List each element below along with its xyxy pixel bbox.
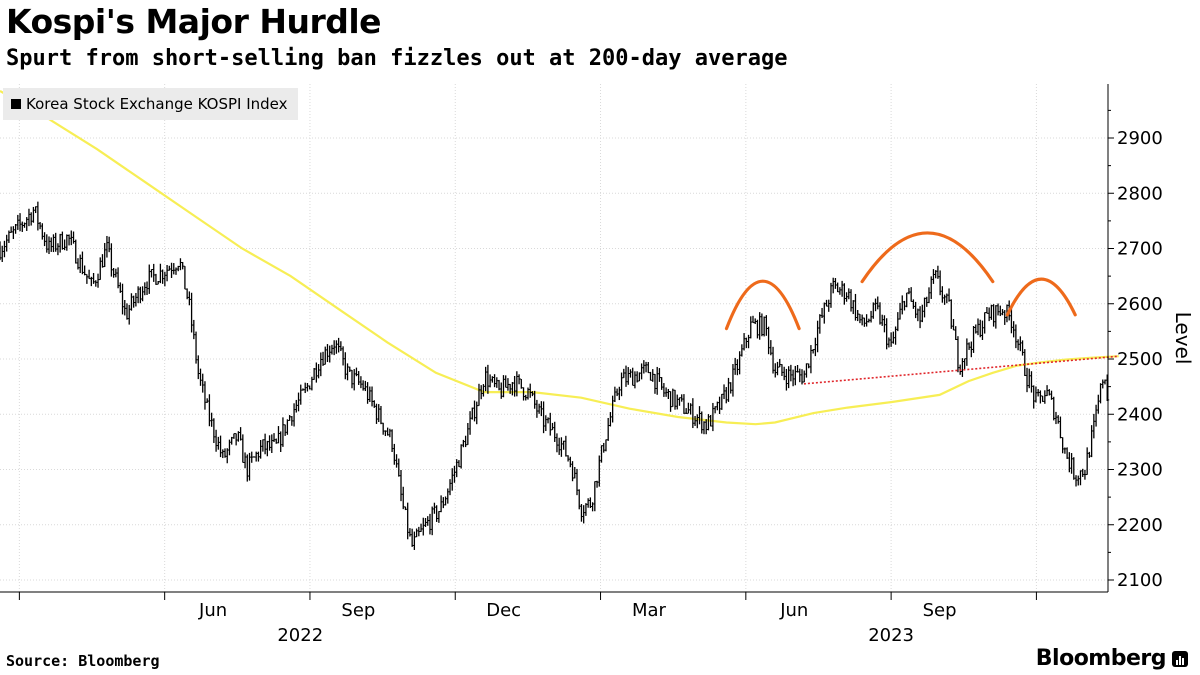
x-tick-label: Mar bbox=[632, 600, 667, 621]
x-year-label: 2023 bbox=[868, 625, 914, 646]
y-axis-title: Level bbox=[1171, 312, 1195, 365]
y-tick-label: 2900 bbox=[1117, 128, 1163, 149]
pattern-arc bbox=[860, 231, 995, 284]
y-tick-label: 2700 bbox=[1117, 239, 1163, 260]
x-tick-label: Jun bbox=[198, 600, 227, 621]
y-tick-label: 2800 bbox=[1117, 183, 1163, 204]
y-tick-label: 2300 bbox=[1117, 460, 1163, 481]
pattern-arc bbox=[724, 279, 801, 331]
chart-subtitle: Spurt from short-selling ban fizzles out… bbox=[6, 46, 788, 71]
pattern-arc bbox=[1005, 277, 1077, 317]
x-tick-label: Jun bbox=[779, 600, 808, 621]
gridlines bbox=[0, 84, 1108, 592]
y-tick-label: 2100 bbox=[1117, 570, 1163, 591]
source-note: Source: Bloomberg bbox=[6, 652, 160, 670]
y-tick-label: 2500 bbox=[1117, 349, 1163, 370]
x-tick-label: Sep bbox=[341, 600, 375, 621]
x-year-label: 2022 bbox=[277, 625, 323, 646]
legend: Korea Stock Exchange KOSPI Index bbox=[3, 88, 298, 120]
ma200-layer bbox=[0, 90, 1119, 426]
brand-wordmark: Bloomberg bbox=[1035, 646, 1167, 671]
axes: 2100 2200 2300 2400 2500 2600 2700 2800 2900 Jun S… bbox=[0, 84, 1195, 646]
y-tick-label: 2400 bbox=[1117, 404, 1163, 425]
chart-title: Kospi's Major Hurdle bbox=[6, 2, 382, 41]
x-tick-label: Sep bbox=[923, 600, 957, 621]
y-tick-label: 2600 bbox=[1117, 294, 1163, 315]
brand-logo: Bloomberg bbox=[1036, 646, 1188, 671]
y-tick-label: 2200 bbox=[1117, 515, 1163, 536]
x-tick-label: Dec bbox=[486, 600, 521, 621]
price-layer bbox=[0, 201, 1110, 550]
legend-label-price: Korea Stock Exchange KOSPI Index bbox=[26, 95, 288, 113]
legend-swatch-price bbox=[11, 99, 21, 109]
annotation-layer bbox=[724, 231, 1119, 385]
terminal-icon bbox=[1172, 650, 1188, 667]
ma200-line bbox=[0, 90, 1119, 426]
neckline-trendline bbox=[803, 355, 1119, 385]
